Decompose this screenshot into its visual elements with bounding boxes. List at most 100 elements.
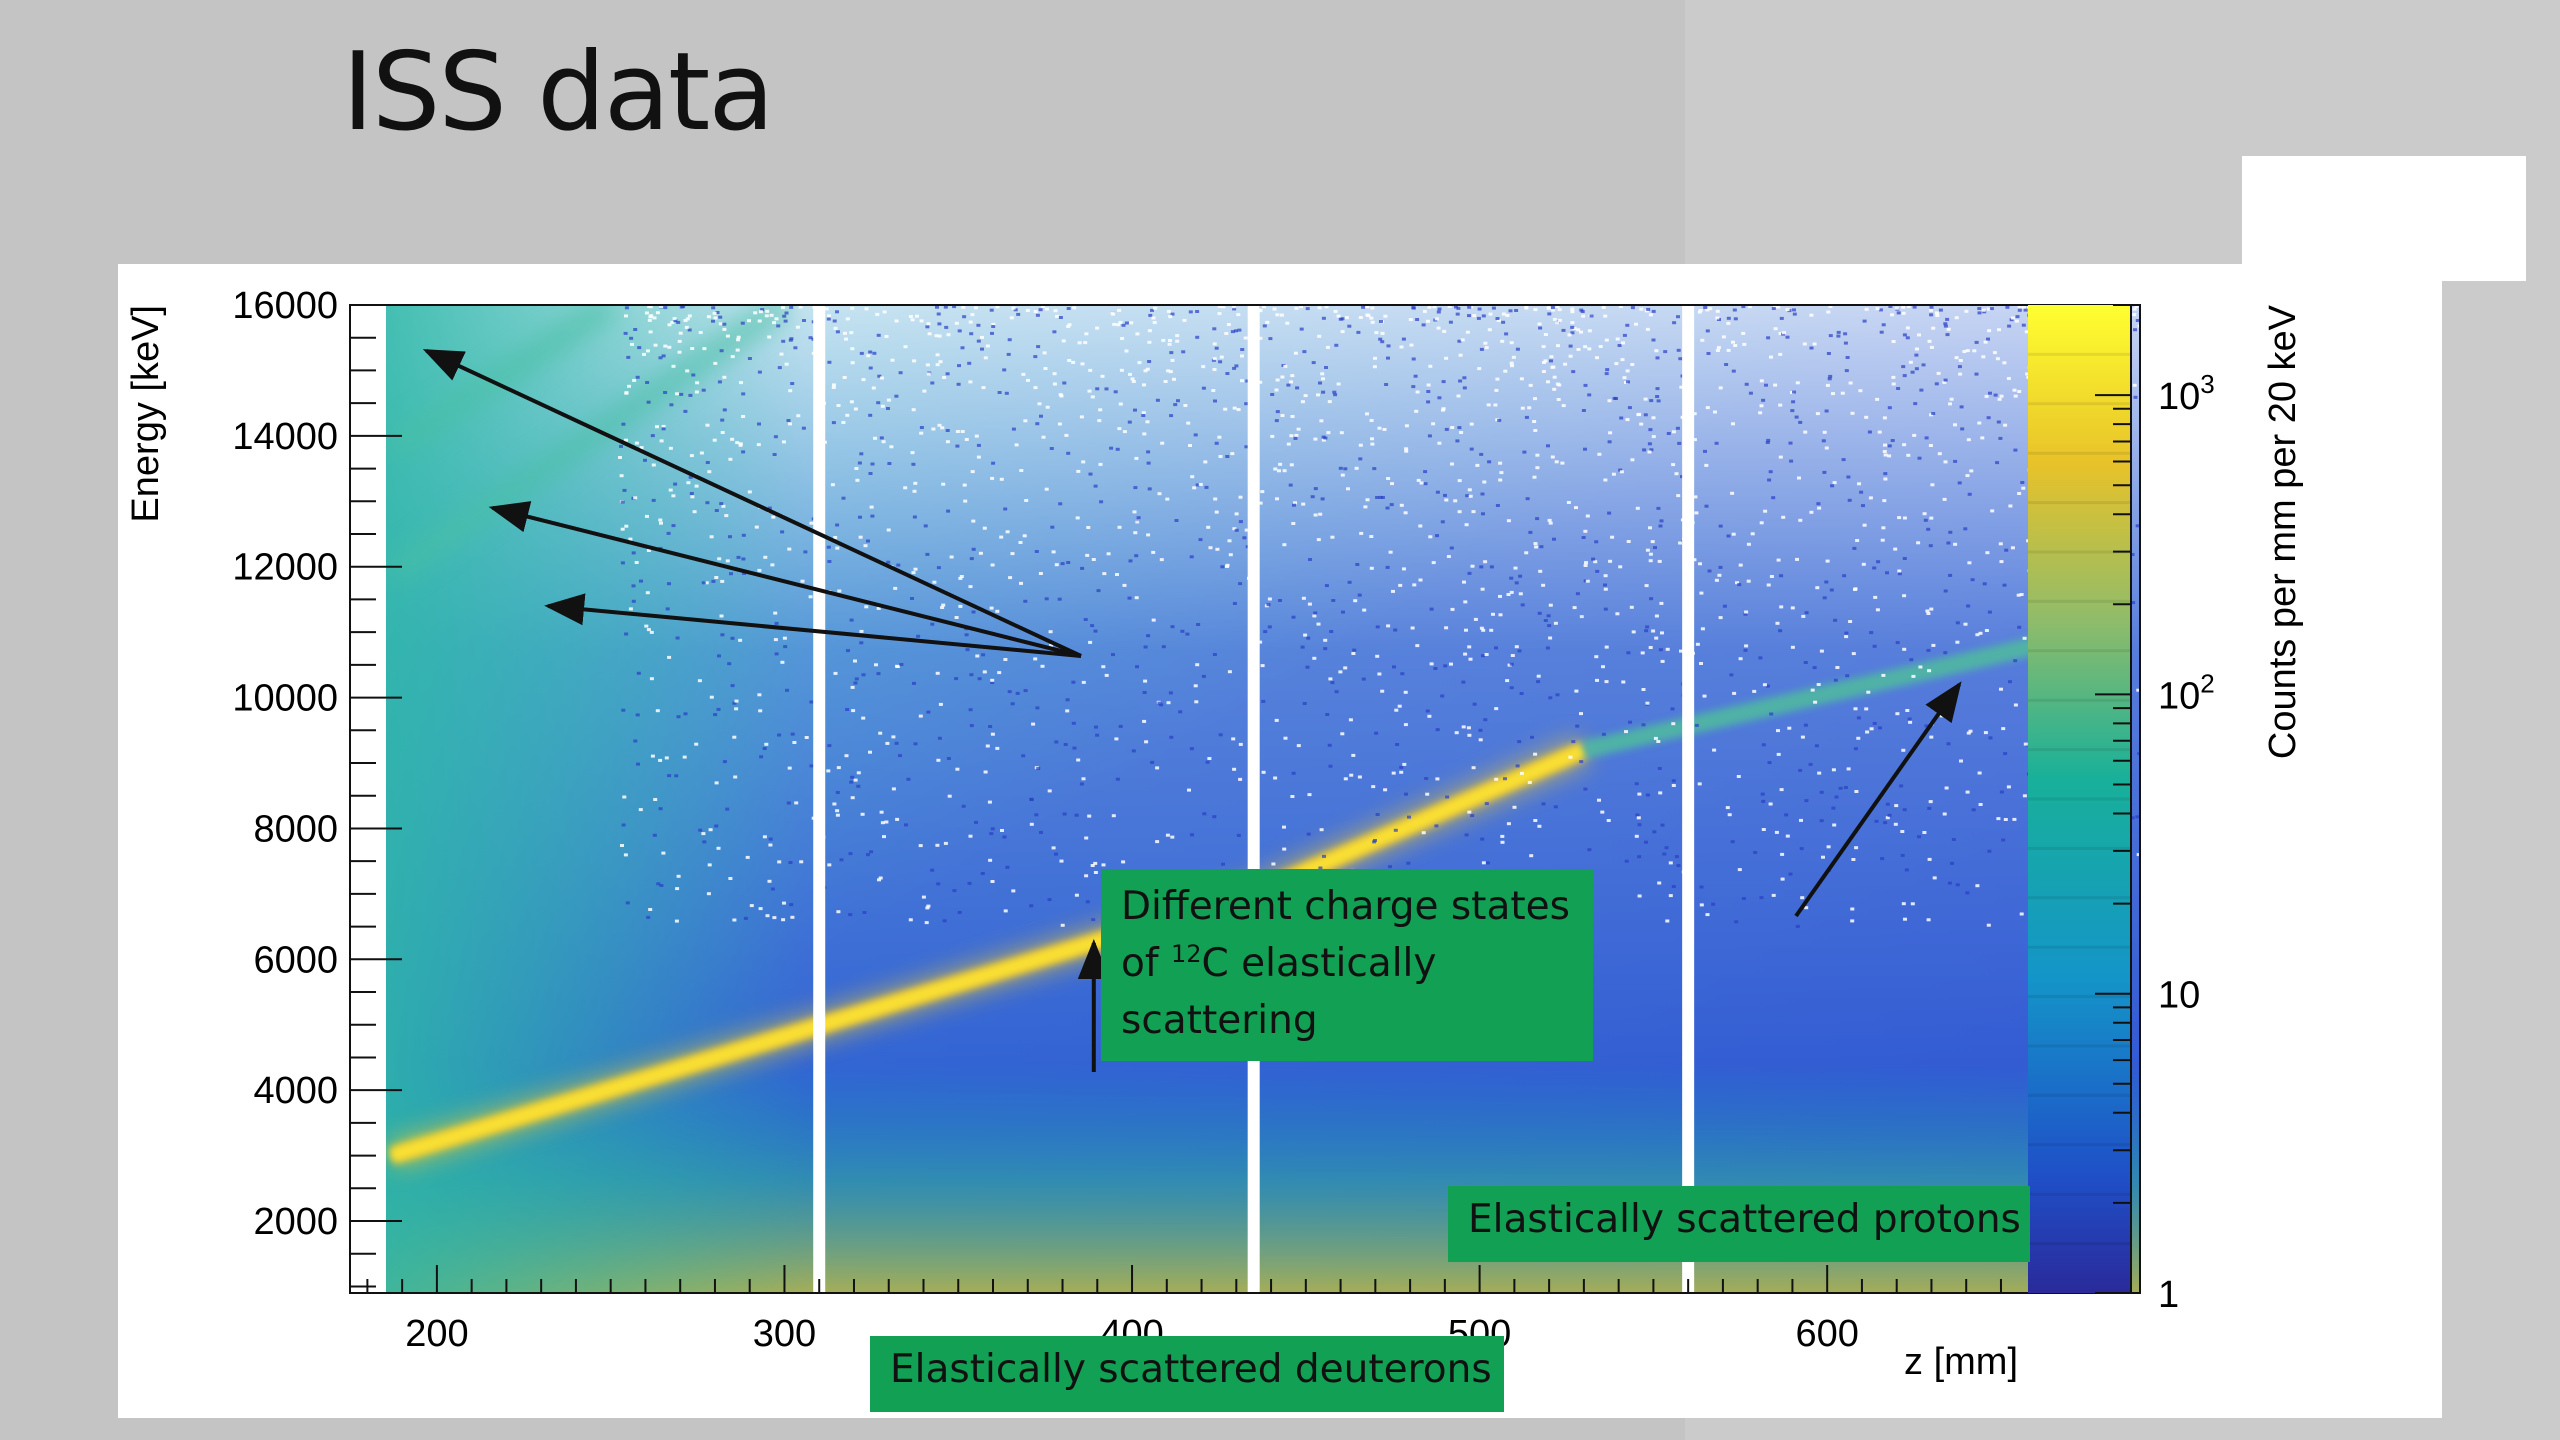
noise-speck — [736, 555, 741, 559]
noise-speck — [1929, 516, 1934, 520]
noise-speck — [1593, 560, 1598, 564]
noise-speck — [618, 456, 622, 459]
noise-speck — [1411, 385, 1416, 389]
noise-speck — [879, 810, 884, 814]
noise-speck — [912, 681, 916, 685]
noise-speck — [631, 584, 636, 588]
noise-speck — [1399, 503, 1404, 507]
noise-speck — [1428, 364, 1433, 368]
noise-speck — [1457, 426, 1462, 430]
noise-speck — [683, 712, 688, 716]
noise-speck — [1548, 636, 1553, 640]
noise-speck — [1260, 490, 1265, 494]
noise-speck — [768, 843, 773, 847]
noise-speck — [1464, 628, 1468, 632]
noise-speck — [1795, 381, 1800, 385]
noise-speck — [940, 606, 945, 609]
noise-speck — [1377, 426, 1382, 430]
noise-speck — [1244, 402, 1249, 406]
detector-gap — [1682, 306, 1695, 1292]
noise-speck — [2130, 816, 2135, 820]
noise-speck — [1444, 427, 1449, 431]
noise-speck — [1665, 919, 1670, 923]
noise-speck — [1789, 459, 1794, 463]
noise-speck — [1654, 349, 1659, 353]
noise-speck — [1042, 351, 1047, 355]
noise-speck — [1986, 416, 1991, 420]
noise-speck — [1282, 469, 1287, 473]
noise-speck — [1674, 855, 1679, 859]
noise-speck — [981, 386, 986, 390]
noise-speck — [1305, 307, 1310, 311]
noise-speck — [1982, 310, 1987, 314]
noise-speck — [919, 426, 924, 429]
noise-speck — [1045, 405, 1050, 409]
noise-speck — [1970, 578, 1975, 582]
noise-speck — [1006, 352, 1011, 356]
noise-speck — [1232, 366, 1237, 370]
noise-speck — [1262, 324, 1267, 328]
noise-speck — [926, 372, 931, 376]
noise-speck — [957, 910, 962, 914]
noise-speck — [1282, 847, 1287, 851]
noise-speck — [855, 478, 860, 482]
noise-speck — [1131, 749, 1136, 753]
noise-speck — [677, 350, 682, 354]
noise-speck — [667, 582, 671, 586]
noise-speck — [1833, 618, 1838, 622]
noise-speck — [1579, 760, 1584, 764]
noise-speck — [1974, 372, 1979, 376]
noise-speck — [763, 555, 768, 559]
noise-speck — [1313, 611, 1318, 615]
noise-speck — [1214, 510, 1219, 514]
noise-speck — [1159, 558, 1164, 562]
noise-speck — [780, 530, 785, 534]
noise-speck — [1571, 740, 1576, 744]
noise-speck — [1479, 452, 1484, 456]
noise-speck — [1539, 545, 1544, 549]
noise-speck — [1733, 344, 1738, 347]
noise-speck — [1111, 814, 1116, 818]
noise-speck — [1635, 506, 1640, 510]
noise-speck — [1201, 365, 1206, 369]
noise-speck — [2017, 492, 2022, 495]
noise-speck — [740, 321, 745, 325]
noise-speck — [886, 398, 891, 402]
noise-speck — [877, 878, 881, 882]
noise-speck — [1862, 319, 1867, 323]
noise-speck — [1236, 408, 1241, 412]
chart-card: 200 300 400 500 600 2000 4000 6000 8000 10000 120… — [118, 264, 2442, 1418]
noise-speck — [1532, 420, 1537, 423]
noise-speck — [1134, 596, 1139, 600]
noise-speck — [762, 747, 767, 750]
noise-speck — [849, 331, 854, 335]
noise-speck — [1957, 365, 1962, 369]
noise-speck — [1064, 433, 1069, 437]
noise-speck — [1549, 355, 1554, 359]
noise-speck — [1576, 348, 1581, 351]
noise-speck — [1910, 370, 1915, 374]
noise-speck — [1326, 431, 1331, 435]
noise-speck — [1533, 308, 1538, 312]
noise-speck — [725, 559, 730, 563]
noise-speck — [1062, 812, 1067, 816]
noise-speck — [1975, 884, 1980, 888]
noise-speck — [935, 305, 939, 309]
noise-speck — [2135, 319, 2140, 322]
noise-speck — [1273, 467, 1278, 471]
noise-speck — [1804, 799, 1809, 803]
noise-speck — [1286, 442, 1291, 446]
noise-speck — [2023, 308, 2028, 312]
noise-speck — [1890, 313, 1894, 317]
noise-speck — [1551, 308, 1556, 312]
noise-speck — [1448, 320, 1453, 324]
noise-speck — [1435, 777, 1440, 781]
noise-speck — [1415, 318, 1420, 321]
noise-speck — [720, 633, 725, 637]
noise-speck — [651, 498, 656, 502]
noise-speck — [1645, 701, 1650, 705]
noise-speck — [1804, 906, 1809, 910]
noise-speck — [1927, 857, 1932, 861]
noise-speck — [1174, 519, 1179, 522]
noise-speck — [1790, 645, 1795, 649]
